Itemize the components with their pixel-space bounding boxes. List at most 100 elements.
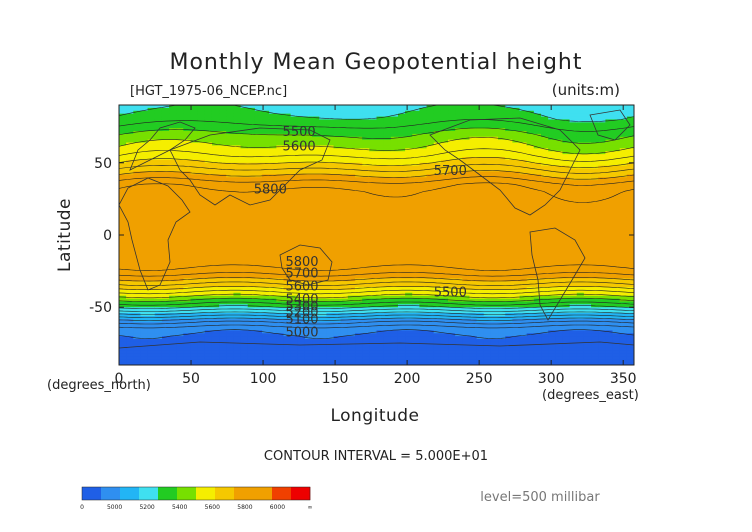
band-cell (176, 211, 184, 216)
band-cell (240, 183, 249, 187)
band-cell (369, 229, 378, 233)
band-cell (119, 362, 127, 365)
band-cell (133, 214, 142, 219)
band-cell (390, 122, 399, 126)
band-cell (412, 333, 421, 337)
band-cell (247, 139, 256, 144)
band-cell (512, 125, 521, 129)
band-cell (412, 359, 421, 363)
band-cell (412, 200, 421, 204)
band-cell (190, 119, 199, 123)
band-cell (140, 194, 149, 199)
band-cell (226, 292, 235, 297)
band-cell (469, 284, 478, 288)
band-cell (490, 324, 499, 329)
band-cell (426, 235, 435, 239)
band-cell (176, 235, 184, 239)
band-cell (498, 159, 506, 164)
band-cell (240, 287, 249, 291)
band-cell (319, 107, 328, 112)
band-cell (433, 162, 442, 167)
band-cell (483, 110, 492, 115)
band-cell (405, 350, 413, 355)
band-cell (498, 133, 506, 138)
band-cell (233, 183, 242, 187)
band-cell (247, 154, 256, 158)
band-cell (226, 278, 235, 282)
band-cell (190, 255, 199, 259)
band-cell (498, 131, 506, 135)
band-cell (154, 289, 163, 294)
band-cell (440, 278, 449, 282)
band-cell (340, 237, 349, 242)
band-cell (161, 194, 170, 199)
band-cell (397, 298, 406, 303)
band-cell (269, 263, 277, 268)
band-cell (355, 200, 363, 204)
band-cell (133, 142, 142, 147)
band-cell (169, 356, 177, 360)
band-cell (269, 154, 277, 158)
band-cell (340, 289, 349, 294)
band-cell (169, 145, 177, 149)
band-cell (161, 197, 170, 201)
band-cell (169, 128, 177, 132)
band-cell (333, 327, 342, 331)
band-cell (369, 298, 378, 303)
band-cell (276, 162, 285, 167)
band-cell (462, 232, 471, 236)
band-cell (254, 162, 263, 167)
band-cell (197, 168, 206, 173)
band-cell (240, 223, 249, 227)
band-cell (405, 171, 413, 175)
band-cell (326, 168, 335, 173)
band-cell (183, 180, 192, 184)
band-cell (190, 200, 199, 204)
band-cell (304, 289, 313, 294)
band-cell (304, 229, 313, 233)
band-cell (362, 209, 370, 213)
band-cell (304, 107, 313, 112)
band-cell (397, 214, 406, 219)
band-cell (211, 217, 220, 222)
band-cell (455, 330, 463, 334)
band-cell (483, 321, 492, 326)
band-cell (197, 272, 206, 277)
band-cell (147, 263, 156, 268)
band-cell (211, 336, 220, 340)
band-cell (283, 246, 292, 251)
band-cell (483, 336, 492, 340)
band-cell (297, 139, 306, 144)
band-cell (204, 194, 213, 199)
band-cell (226, 252, 235, 256)
band-cell (169, 240, 177, 245)
band-cell (190, 191, 199, 196)
band-cell (283, 339, 292, 343)
band-cell (369, 125, 378, 129)
band-cell (355, 324, 363, 329)
band-cell (226, 128, 235, 132)
band-cell (176, 246, 184, 251)
band-cell (448, 157, 456, 161)
band-cell (176, 125, 184, 129)
band-cell (333, 226, 342, 230)
band-cell (211, 333, 220, 337)
band-cell (197, 252, 206, 256)
band-cell (126, 266, 134, 271)
band-cell (247, 110, 256, 115)
band-cell (233, 203, 242, 207)
band-cell (254, 237, 263, 242)
band-cell (390, 174, 399, 178)
band-cell (119, 246, 127, 251)
units-label: (units:m) (552, 81, 620, 99)
band-cell (469, 324, 478, 329)
band-cell (154, 131, 163, 135)
band-cell (405, 263, 413, 268)
band-cell (390, 177, 399, 181)
band-cell (133, 148, 142, 152)
band-cell (505, 107, 513, 112)
band-cell (419, 339, 428, 343)
band-cell (412, 159, 421, 164)
band-cell (240, 180, 249, 184)
band-cell (204, 295, 213, 300)
